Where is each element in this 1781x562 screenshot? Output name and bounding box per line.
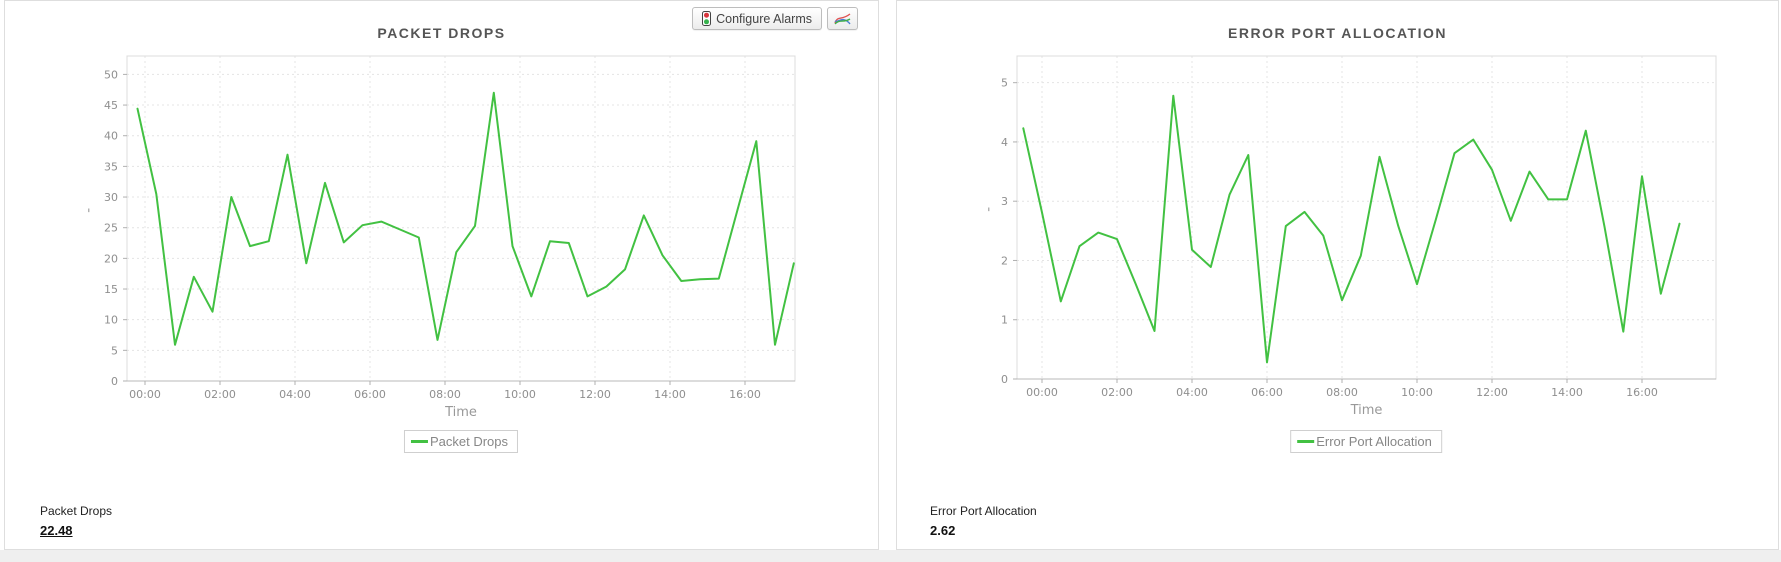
- svg-text:4: 4: [1001, 136, 1008, 149]
- legend: Packet Drops: [403, 430, 519, 453]
- svg-text:06:00: 06:00: [1251, 386, 1283, 399]
- configure-alarms-label: Configure Alarms: [716, 11, 812, 26]
- svg-text:3: 3: [1001, 195, 1008, 208]
- svg-text:10:00: 10:00: [1401, 386, 1433, 399]
- svg-text:08:00: 08:00: [1326, 386, 1358, 399]
- svg-text:04:00: 04:00: [1176, 386, 1208, 399]
- chart-title: ERROR PORT ALLOCATION: [1228, 25, 1447, 41]
- axis-labels: 0 1 2 3 4 5 00:00 02:00 04:00 06:00 08:00 10:00 12:0…: [1001, 77, 1658, 399]
- multi-series-chart-icon: [834, 12, 851, 24]
- axis-ticks: [1013, 82, 1643, 383]
- legend-line-swatch: [1297, 440, 1315, 443]
- svg-text:2: 2: [1001, 254, 1008, 267]
- svg-text:14:00: 14:00: [1551, 386, 1583, 399]
- summary-value: 2.62: [930, 523, 956, 538]
- svg-text:5: 5: [111, 344, 118, 357]
- svg-text:00:00: 00:00: [1026, 386, 1058, 399]
- svg-text:16:00: 16:00: [729, 388, 761, 401]
- grid: [1017, 56, 1716, 379]
- svg-text:40: 40: [104, 130, 118, 143]
- legend: Error Port Allocation: [1290, 430, 1442, 453]
- svg-text:20: 20: [104, 252, 118, 265]
- svg-text:02:00: 02:00: [1101, 386, 1133, 399]
- svg-text:02:00: 02:00: [204, 388, 236, 401]
- svg-text:35: 35: [104, 160, 118, 173]
- page-bottom-strip: [0, 550, 1781, 562]
- configure-alarms-button[interactable]: Configure Alarms: [692, 7, 822, 30]
- svg-text:1: 1: [1001, 314, 1008, 327]
- packet-drops-chart: 0 5 10 15 20 25 30 35 40 45 50 00:00 02:00 04:00 06:00…: [87, 55, 796, 420]
- svg-text:06:00: 06:00: [354, 388, 386, 401]
- svg-text:12:00: 12:00: [579, 388, 611, 401]
- legend-line-swatch: [410, 440, 428, 443]
- summary-label: Error Port Allocation: [930, 504, 1037, 518]
- grid: [127, 56, 795, 381]
- svg-text:04:00: 04:00: [279, 388, 311, 401]
- svg-text:0: 0: [1001, 373, 1008, 386]
- svg-text:0: 0: [111, 375, 118, 388]
- legend-label: Packet Drops: [429, 434, 509, 449]
- y-axis-title: ': [987, 207, 991, 222]
- svg-text:45: 45: [104, 99, 118, 112]
- traffic-light-icon: [702, 11, 712, 26]
- axis-ticks: [123, 73, 746, 385]
- svg-text:50: 50: [104, 68, 118, 81]
- summary-value-link[interactable]: 22.48: [40, 523, 73, 538]
- x-axis-title: Time: [444, 405, 477, 420]
- svg-text:00:00: 00:00: [129, 388, 161, 401]
- chart-summary: Packet Drops 22.48: [40, 503, 112, 539]
- svg-text:12:00: 12:00: [1476, 386, 1508, 399]
- svg-text:15: 15: [104, 283, 118, 296]
- y-axis-title: ': [87, 208, 91, 223]
- plot-border: [1016, 55, 1717, 380]
- x-axis-title: Time: [1350, 403, 1383, 418]
- legend-label: Error Port Allocation: [1316, 434, 1432, 449]
- series-line: [136, 91, 795, 346]
- error-port-allocation-panel: ERROR PORT ALLOCATION 0 1 2 3 4 5 00:00 02:00 04…: [896, 0, 1779, 550]
- error-port-allocation-chart: 0 1 2 3 4 5 00:00 02:00 04:00 06:00 08:00 10:00 12:0…: [987, 55, 1717, 418]
- svg-text:25: 25: [104, 222, 118, 235]
- svg-text:30: 30: [104, 191, 118, 204]
- chart-options-button[interactable]: [827, 7, 858, 30]
- summary-label: Packet Drops: [40, 504, 113, 518]
- chart-summary: Error Port Allocation 2.62: [930, 503, 1037, 539]
- chart-title: PACKET DROPS: [377, 25, 506, 41]
- chart-toolbar: Configure Alarms: [692, 7, 858, 30]
- svg-text:10: 10: [104, 314, 118, 327]
- series-line: [1022, 94, 1681, 364]
- svg-text:10:00: 10:00: [504, 388, 536, 401]
- svg-text:5: 5: [1001, 77, 1008, 90]
- svg-text:14:00: 14:00: [654, 388, 686, 401]
- axis-labels: 0 5 10 15 20 25 30 35 40 45 50 00:00 02:00 04:00 06:00…: [104, 68, 761, 401]
- svg-text:16:00: 16:00: [1626, 386, 1658, 399]
- packet-drops-panel: PACKET DROPS Configure Alarms 0 5 10 15 20 25…: [4, 0, 879, 550]
- svg-text:08:00: 08:00: [429, 388, 461, 401]
